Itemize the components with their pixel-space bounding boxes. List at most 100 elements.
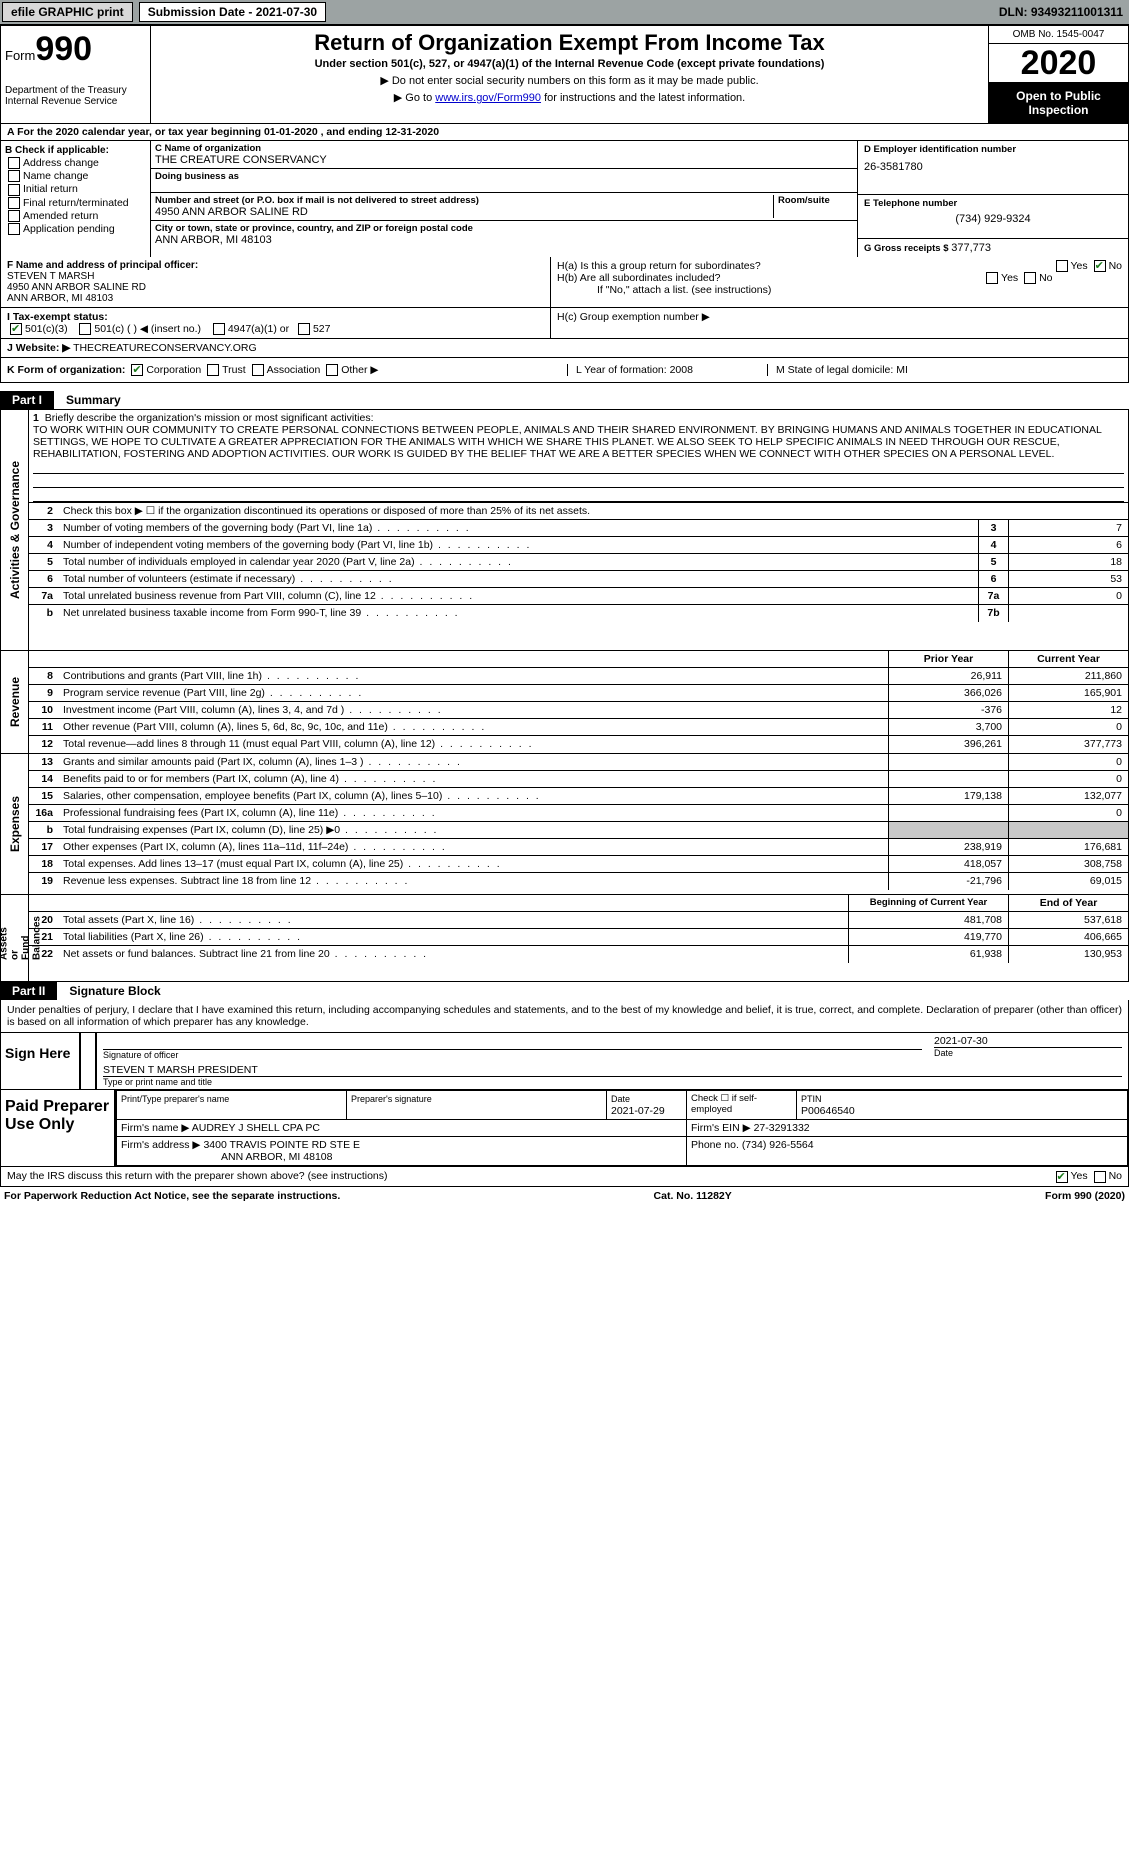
section-net-assets: Net Assets or Fund Balances Beginning of… [0, 895, 1129, 982]
section-revenue: Revenue Prior Year Current Year 8Contrib… [0, 651, 1129, 754]
prep-date-label: Date [611, 1094, 630, 1104]
prep-print-label: Print/Type preparer's name [121, 1094, 229, 1104]
chk-501c[interactable] [79, 323, 91, 335]
website-value: THECREATURECONSERVANCY.ORG [73, 342, 257, 354]
irs-link[interactable]: www.irs.gov/Form990 [435, 92, 541, 104]
box-de: D Employer identification number 26-3581… [858, 141, 1128, 257]
paid-preparer-section: Paid Preparer Use Only Print/Type prepar… [1, 1090, 1128, 1167]
row-i: I Tax-exempt status: 501(c)(3) 501(c) ( … [0, 308, 1129, 339]
sign-here-label: Sign Here [1, 1033, 81, 1089]
row-j: J Website: ▶ THECREATURECONSERVANCY.ORG [0, 339, 1129, 358]
ha-label: H(a) Is this a group return for subordin… [557, 260, 761, 272]
ein-label: D Employer identification number [864, 144, 1122, 155]
part1-bar: Part I Summary [0, 391, 1129, 409]
hb-note: If "No," attach a list. (see instruction… [557, 284, 1122, 296]
open-to-public: Open to Public Inspection [989, 83, 1128, 123]
part1-title: Summary [54, 393, 121, 407]
opt-501c: 501(c) ( ) ◀ (insert no.) [94, 323, 201, 335]
firm-addr-label: Firm's address ▶ [121, 1139, 201, 1151]
prep-selfemp[interactable]: Check ☐ if self-employed [687, 1091, 797, 1120]
opt-other: Other ▶ [341, 364, 378, 376]
paid-preparer-label: Paid Preparer Use Only [1, 1090, 116, 1166]
prep-date: 2021-07-29 [611, 1105, 665, 1117]
box-c: C Name of organization THE CREATURE CONS… [151, 141, 858, 257]
part1-label: Part I [0, 391, 54, 409]
perjury-declaration: Under penalties of perjury, I declare th… [1, 1000, 1128, 1033]
form-subtitle-3: ▶ Go to www.irs.gov/Form990 for instruct… [155, 91, 984, 104]
firm-name-label: Firm's name ▶ [121, 1122, 189, 1134]
tax-year: 2020 [989, 44, 1128, 83]
phone-value: (734) 929-9324 [864, 209, 1122, 225]
chk-assoc[interactable] [252, 364, 264, 376]
page-footer: For Paperwork Reduction Act Notice, see … [0, 1187, 1129, 1205]
phone-label: E Telephone number [864, 198, 1122, 209]
hdr-prior-year: Prior Year [888, 651, 1008, 667]
hdr-beg-year: Beginning of Current Year [848, 895, 1008, 911]
street-label: Number and street (or P.O. box if mail i… [155, 195, 773, 206]
ptin-label: PTIN [801, 1094, 822, 1104]
firm-name: AUDREY J SHELL CPA PC [192, 1122, 320, 1134]
sig-date-label: Date [934, 1047, 1122, 1058]
chk-initial-return[interactable]: Initial return [5, 183, 146, 195]
firm-addr: 3400 TRAVIS POINTE RD STE E [203, 1139, 360, 1151]
gross-value: 377,773 [951, 242, 991, 254]
chk-amended-return[interactable]: Amended return [5, 210, 146, 222]
section-activities-governance: Activities & Governance 1 Briefly descri… [0, 409, 1129, 651]
opt-527: 527 [313, 323, 331, 335]
state-domicile: M State of legal domicile: MI [767, 364, 1122, 376]
form-subtitle-2: ▶ Do not enter social security numbers o… [155, 74, 984, 87]
org-name: THE CREATURE CONSERVANCY [155, 154, 853, 166]
box-f: F Name and address of principal officer:… [1, 257, 551, 307]
firm-ein: 27-3291332 [754, 1122, 810, 1134]
dba-label: Doing business as [155, 171, 853, 182]
box-b: B Check if applicable: Address change Na… [1, 141, 151, 257]
room-label: Room/suite [778, 195, 853, 206]
chk-application-pending[interactable]: Application pending [5, 223, 146, 235]
section-expenses: Expenses 13Grants and similar amounts pa… [0, 754, 1129, 895]
hdr-end-year: End of Year [1008, 895, 1128, 911]
opt-corp: Corporation [146, 364, 201, 376]
discuss-no[interactable] [1094, 1171, 1106, 1183]
chk-name-change[interactable]: Name change [5, 170, 146, 182]
firm-ein-label: Firm's EIN ▶ [691, 1122, 751, 1134]
chk-4947[interactable] [213, 323, 225, 335]
hb-label: H(b) Are all subordinates included? [557, 272, 720, 284]
line2-text: Check this box ▶ ☐ if the organization d… [59, 503, 1128, 519]
sidetab-netassets: Net Assets or Fund Balances [1, 895, 29, 981]
omb-number: OMB No. 1545-0047 [989, 26, 1128, 44]
firm-city: ANN ARBOR, MI 48108 [121, 1151, 332, 1163]
sidetab-expenses: Expenses [1, 754, 29, 894]
ein-value: 26-3581780 [864, 155, 1122, 173]
opt-4947: 4947(a)(1) or [228, 323, 289, 335]
form-title: Return of Organization Exempt From Incom… [155, 30, 984, 56]
box-h: H(a) Is this a group return for subordin… [551, 257, 1128, 307]
footer-right: Form 990 (2020) [1045, 1190, 1125, 1202]
street-value: 4950 ANN ARBOR SALINE RD [155, 206, 773, 218]
signature-block: Under penalties of perjury, I declare th… [0, 1000, 1129, 1186]
chk-527[interactable] [298, 323, 310, 335]
chk-other[interactable] [326, 364, 338, 376]
sub3-post: for instructions and the latest informat… [541, 92, 745, 104]
org-name-label: C Name of organization [155, 143, 853, 154]
city-value: ANN ARBOR, MI 48103 [155, 234, 853, 246]
chk-501c3[interactable] [10, 323, 22, 335]
part2-title: Signature Block [57, 984, 160, 998]
formorg-label: K Form of organization: [7, 364, 125, 376]
efile-print-button[interactable]: efile GRAPHIC print [2, 2, 133, 22]
form-header-left: Form990 Department of the Treasury Inter… [1, 26, 151, 123]
form-number: 990 [35, 30, 92, 68]
part2-bar: Part II Signature Block [0, 982, 1129, 1000]
ptin-value: P00646540 [801, 1105, 855, 1117]
sig-date: 2021-07-30 [934, 1035, 1122, 1047]
officer-print-name: STEVEN T MARSH PRESIDENT [103, 1064, 1122, 1076]
chk-final-return[interactable]: Final return/terminated [5, 197, 146, 209]
discuss-yes[interactable] [1056, 1171, 1068, 1183]
dln-label: DLN: 93493211001311 [999, 5, 1129, 19]
dept-treasury: Department of the Treasury Internal Reve… [5, 85, 146, 107]
chk-trust[interactable] [207, 364, 219, 376]
discuss-text: May the IRS discuss this return with the… [7, 1170, 388, 1182]
chk-address-change[interactable]: Address change [5, 157, 146, 169]
chk-corp[interactable] [131, 364, 143, 376]
type-print-label: Type or print name and title [103, 1076, 1122, 1087]
firm-phone-label: Phone no. [691, 1139, 739, 1151]
